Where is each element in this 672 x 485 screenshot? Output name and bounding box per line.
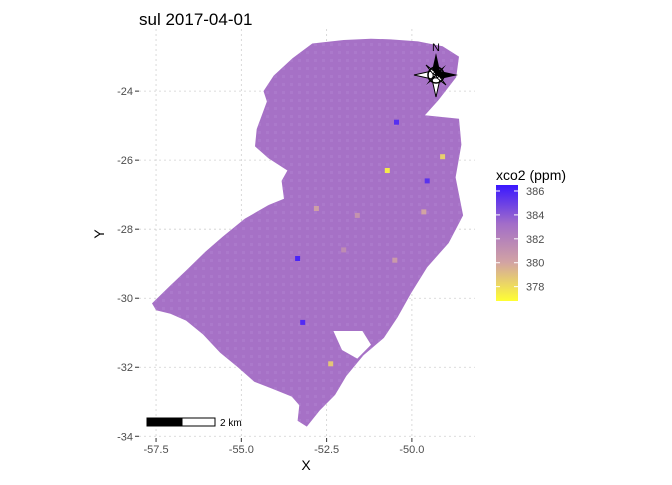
data-point xyxy=(300,319,306,325)
x-tick-label: -55.0 xyxy=(229,444,254,456)
north-arrow-icon: N xyxy=(413,42,458,98)
data-point xyxy=(424,178,430,184)
data-point xyxy=(392,257,398,263)
y-tick-label: -24 xyxy=(117,86,133,98)
data-point xyxy=(354,212,360,218)
x-tick-label: -50.0 xyxy=(399,444,424,456)
y-tick-label: -28 xyxy=(117,224,133,236)
data-point xyxy=(295,256,301,261)
legend-ticks: 378 380 382 384 386 xyxy=(496,186,544,294)
x-tick-label: -52.5 xyxy=(314,444,339,456)
data-point xyxy=(313,206,319,211)
y-tick-label: -30 xyxy=(117,293,133,305)
legend-title: xco2 (ppm) xyxy=(496,167,566,183)
scale-bar-label: 2 km xyxy=(220,418,242,429)
legend-tick-label: 382 xyxy=(526,234,544,246)
y-tick-label: -32 xyxy=(117,362,133,374)
region-hole xyxy=(333,331,371,359)
data-point xyxy=(341,247,347,253)
chart-title: sul 2017-04-01 xyxy=(139,10,252,29)
axes: -57.5 -55.0 -52.5 -50.0 -34 -32 -30 -28 -26 -24 xyxy=(117,86,424,456)
legend-tick-label: 386 xyxy=(526,186,544,198)
y-axis-label: Y xyxy=(91,229,107,239)
legend-tick-label: 384 xyxy=(526,210,544,222)
data-point xyxy=(384,168,390,173)
colorbar xyxy=(496,185,518,301)
legend-tick-label: 378 xyxy=(526,282,544,294)
data-point xyxy=(421,209,427,215)
data-point xyxy=(328,361,334,367)
legend-tick-label: 380 xyxy=(526,258,544,270)
x-tick-label: -57.5 xyxy=(144,444,169,456)
scale-bar: 2 km xyxy=(146,417,242,429)
data-point xyxy=(440,154,446,160)
legend: xco2 (ppm) 378 380 382 384 386 xyxy=(496,167,566,301)
x-axis-label: X xyxy=(301,457,311,473)
north-label: N xyxy=(432,42,440,54)
data-points xyxy=(295,119,446,367)
y-tick-label: -34 xyxy=(117,431,133,443)
data-point xyxy=(394,119,399,125)
y-tick-label: -26 xyxy=(117,155,133,167)
